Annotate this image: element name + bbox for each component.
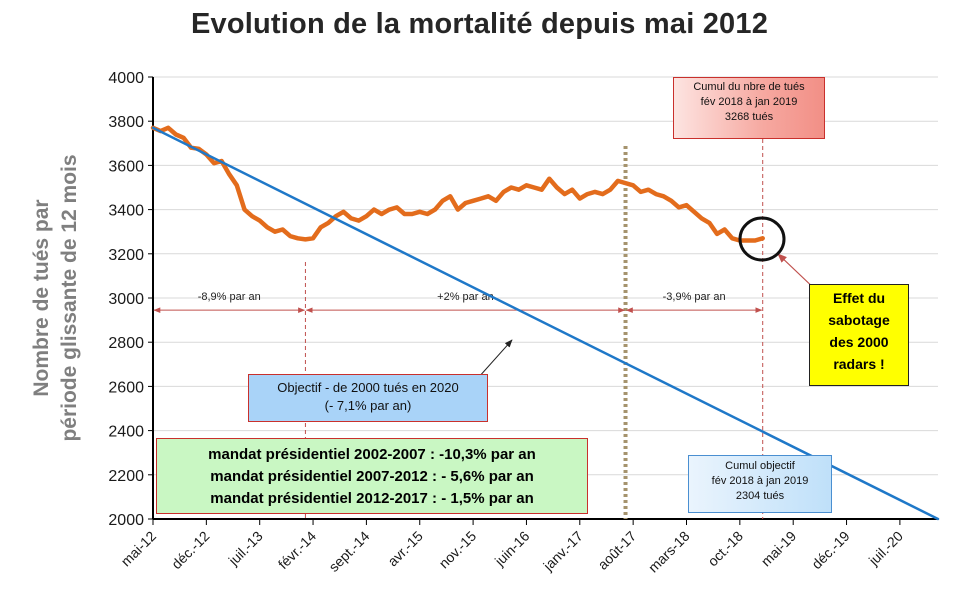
period-label: -3,9% par an	[663, 291, 726, 303]
x-tick-label: nov.-15	[436, 528, 480, 572]
cumul-tues-callout: Cumul du nbre de tués fév 2018 à jan 201…	[673, 77, 825, 139]
y-tick-label: 4000	[108, 70, 144, 87]
sabotage-circle	[738, 216, 786, 262]
y-axis-label: période glissante de 12 mois	[58, 154, 81, 441]
objectif-callout: Objectif - de 2000 tués en 2020 (- 7,1% …	[248, 374, 488, 422]
y-tick-label: 2200	[108, 468, 144, 485]
x-tick-label: août-17	[594, 528, 639, 573]
cumul-tues-line-1: Cumul du nbre de tués	[693, 81, 805, 93]
sabotage-line-3: des 2000	[829, 334, 889, 350]
y-axis-label: Nombre de tués par	[30, 199, 53, 396]
cumul-objectif-callout: Cumul objectif fév 2018 à jan 2019 2304 …	[688, 455, 832, 513]
x-tick-label: avr.-15	[384, 528, 426, 570]
chart-title: Evolution de la mortalité depuis mai 201…	[190, 8, 769, 40]
objectif-line-2: (- 7,1% par an)	[324, 398, 412, 413]
sabotage-callout: Effet du sabotage des 2000 radars !	[809, 284, 909, 386]
x-tick-label: oct.-18	[704, 528, 746, 570]
y-tick-label: 3400	[108, 203, 144, 220]
cumul-tues-line-3: 3268 tués	[724, 111, 774, 123]
mandat-2002-2007: mandat présidentiel 2002-2007 : -10,3% p…	[208, 446, 536, 463]
objectif-arrow	[477, 339, 513, 379]
x-tick-label: déc.-12	[168, 528, 212, 572]
x-tick-label: févr.-14	[275, 528, 319, 572]
period-label: -8,9% par an	[198, 291, 261, 303]
x-tick-label: juil.-20	[865, 528, 906, 569]
objectif-line-1: Objectif - de 2000 tués en 2020	[277, 380, 459, 395]
x-tick-label: sept.-14	[325, 528, 372, 575]
x-tick-label: juin-16	[491, 528, 533, 570]
axes	[148, 76, 938, 525]
y-tick-label: 2000	[108, 512, 144, 529]
sabotage-line-1: Effet du	[832, 290, 886, 306]
x-tick-label: mai-19	[758, 528, 800, 570]
y-tick-label: 2800	[108, 335, 144, 352]
mandats-callout: mandat présidentiel 2002-2007 : -10,3% p…	[156, 438, 588, 514]
sabotage-line-2: sabotage	[828, 312, 890, 328]
y-tick-label: 2600	[108, 379, 144, 396]
series	[150, 125, 940, 521]
x-tick-label: mai-12	[118, 528, 160, 570]
objective-series-line	[151, 126, 940, 521]
x-tick-label: déc.-19	[808, 528, 852, 572]
x-tick-label: juil.-13	[225, 528, 266, 569]
y-tick-label: 3600	[108, 158, 144, 175]
x-tick-label: janv.-17	[539, 528, 586, 575]
mortality-series-line	[150, 125, 765, 243]
cumul-objectif-line-2: fév 2018 à jan 2019	[711, 475, 809, 487]
y-tick-label: 3000	[108, 291, 144, 308]
cumul-objectif-line-1: Cumul objectif	[725, 460, 795, 472]
y-tick-label: 2400	[108, 424, 144, 441]
sabotage-line-4: radars !	[833, 356, 885, 372]
mandat-2007-2012: mandat présidentiel 2007-2012 : - 5,6% p…	[210, 468, 534, 485]
y-tick-label: 3200	[108, 247, 144, 264]
cumul-tues-line-2: fév 2018 à jan 2019	[700, 96, 798, 108]
cumul-objectif-line-3: 2304 tués	[735, 490, 785, 502]
period-label: +2% par an	[437, 291, 494, 303]
mandat-2012-2017: mandat présidentiel 2012-2017 : - 1,5% p…	[210, 490, 534, 507]
x-tick-label: mars-18	[645, 528, 693, 576]
y-tick-label: 3800	[108, 114, 144, 131]
